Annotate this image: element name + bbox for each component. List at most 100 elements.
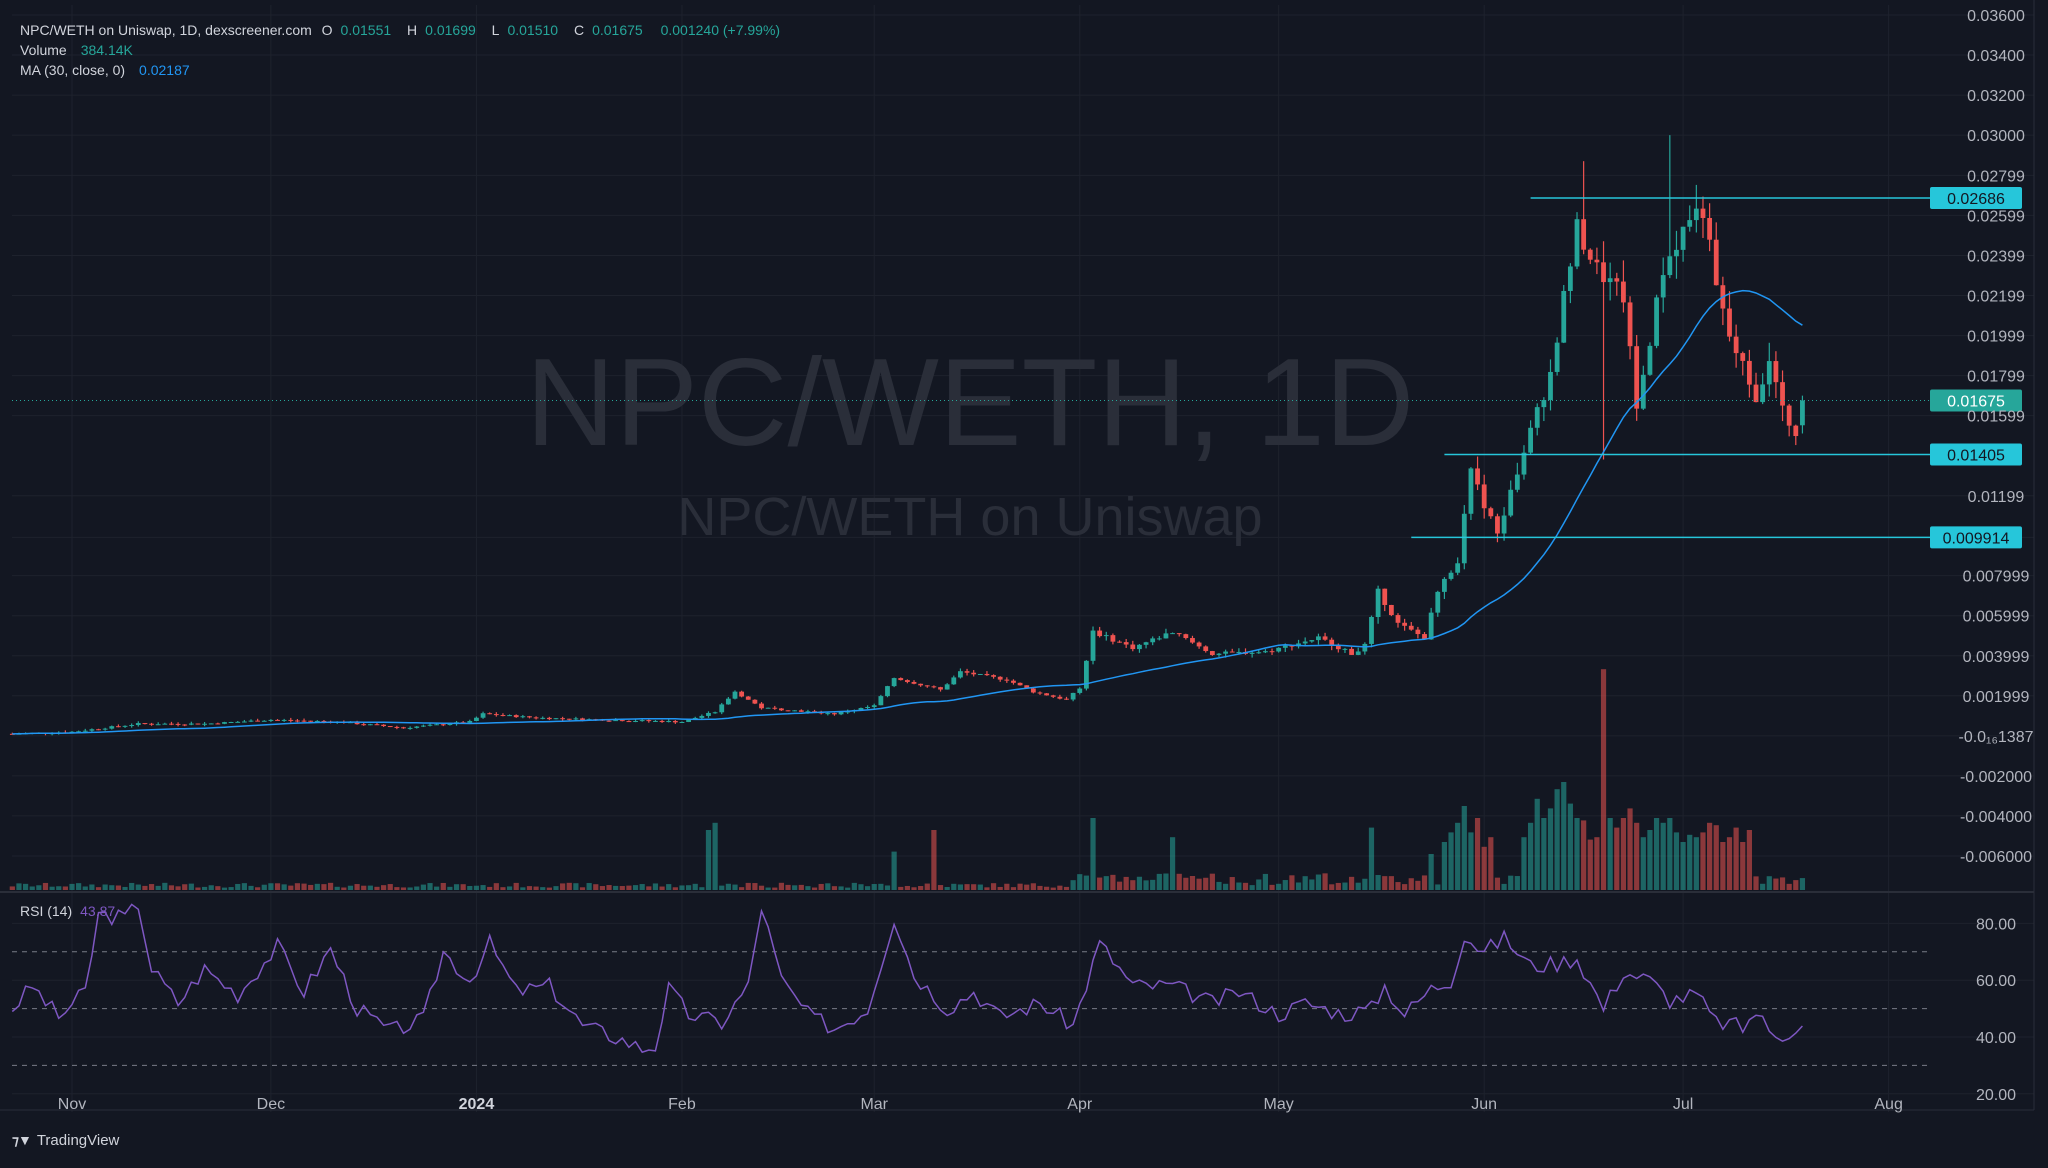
candle-body (142, 723, 148, 725)
candle-body (1110, 635, 1116, 642)
volume-bar (1209, 873, 1215, 890)
volume-bar (69, 883, 75, 890)
volume-bar (29, 886, 35, 890)
volume-bar (400, 887, 407, 890)
volume-bar (82, 886, 88, 890)
candle-body (1587, 249, 1593, 260)
candle-body (1766, 361, 1772, 385)
volume-bar (1448, 832, 1454, 890)
candle-body (566, 718, 572, 720)
volume-bar (1402, 884, 1408, 890)
candle-body (420, 725, 426, 727)
volume-bar (818, 883, 824, 890)
candle-body (1521, 452, 1527, 475)
candle-body (1030, 688, 1036, 693)
candle-body (1495, 516, 1500, 534)
candle-body (951, 677, 957, 685)
volume-bar (1189, 875, 1196, 890)
level-price-label: 0.02686 (1947, 191, 2005, 208)
volume-bar (1196, 878, 1202, 890)
last-price-tag (1930, 389, 2022, 412)
time-tick-label: Jul (1673, 1096, 1693, 1113)
candle-body (1654, 297, 1659, 346)
candle-body (1309, 640, 1315, 642)
candle-body (268, 719, 274, 721)
grid-layer (0, 0, 2035, 1112)
rsi-tick-label: 60.00 (1976, 973, 2016, 990)
candle-body (1064, 698, 1069, 700)
volume-bar (1753, 876, 1759, 890)
volume-bar (1766, 876, 1772, 890)
volume-bar (831, 886, 838, 890)
candle-body (772, 707, 778, 709)
time-tick-label: Nov (58, 1096, 86, 1113)
candle-body (1388, 604, 1394, 616)
volume-bar (937, 885, 944, 890)
volume-bar (1760, 883, 1766, 890)
candle-body (1163, 633, 1169, 639)
candle-body (805, 711, 811, 713)
candle-body (679, 722, 685, 724)
volume-bar (1017, 883, 1023, 890)
volume-bar (553, 886, 559, 890)
volume-bar (414, 886, 420, 890)
volume-bar (208, 885, 214, 890)
time-tick-label: Dec (257, 1096, 285, 1113)
candle-body (1488, 508, 1494, 517)
volume-bar (308, 884, 314, 890)
candle-body (275, 719, 280, 721)
candle-body (261, 720, 267, 722)
volume-bar (1136, 876, 1143, 890)
volume-bar (778, 882, 785, 890)
volume-bar (434, 886, 440, 890)
volume-bar (1223, 883, 1229, 890)
volume-bar (1256, 879, 1262, 890)
candle-body (560, 718, 566, 720)
candle-body (500, 715, 506, 717)
price-tick-label: 0.01599 (1967, 409, 2025, 426)
price-tick-label: -0.002000 (1960, 769, 2032, 786)
volume-bar (1647, 830, 1653, 890)
price-tick-label: 0.02399 (1967, 248, 2025, 265)
volume-bar (294, 883, 301, 890)
candle-body (228, 721, 234, 723)
volume-bar (168, 885, 175, 890)
candle-body (553, 718, 559, 720)
candle-body (1037, 692, 1043, 694)
volume-bar (162, 882, 168, 890)
candle-body (1607, 278, 1613, 283)
candle-body (1004, 679, 1010, 681)
volume-bar (1150, 879, 1156, 890)
volume-bar (1421, 875, 1428, 890)
candle-body (480, 713, 486, 718)
time-tick-label: Apr (1067, 1096, 1093, 1113)
volume-bar (699, 887, 705, 890)
candle-body (69, 731, 75, 733)
volume-bar (1395, 882, 1401, 890)
volume-bar (1786, 883, 1792, 890)
volume-bar (420, 884, 426, 890)
volume-bar (971, 884, 977, 890)
volume-bar (898, 886, 904, 890)
volume-bar (89, 884, 95, 890)
candle-body (1640, 374, 1646, 409)
candle-body (904, 680, 910, 682)
volume-bar (473, 885, 480, 890)
candle-body (1017, 682, 1023, 686)
volume-bar (301, 883, 307, 890)
candle-body (1050, 695, 1056, 697)
volume-value: 384.14K (80, 42, 133, 58)
volume-bar (1269, 884, 1275, 890)
volume-bar (22, 883, 29, 890)
candle-body (1329, 639, 1335, 646)
level-price-label: 0.009914 (1943, 530, 2010, 547)
rsi-tick-label: 80.00 (1976, 916, 2016, 933)
candle-body (745, 696, 751, 700)
volume-bar (109, 885, 115, 890)
candle-body (898, 678, 904, 681)
volume-bar (858, 884, 864, 890)
tradingview-logo[interactable]: ⁊▼ TradingView (12, 1132, 119, 1149)
price-tick-label: -0.0₁₆1387 (1958, 729, 2033, 746)
candle-body (1223, 651, 1229, 654)
